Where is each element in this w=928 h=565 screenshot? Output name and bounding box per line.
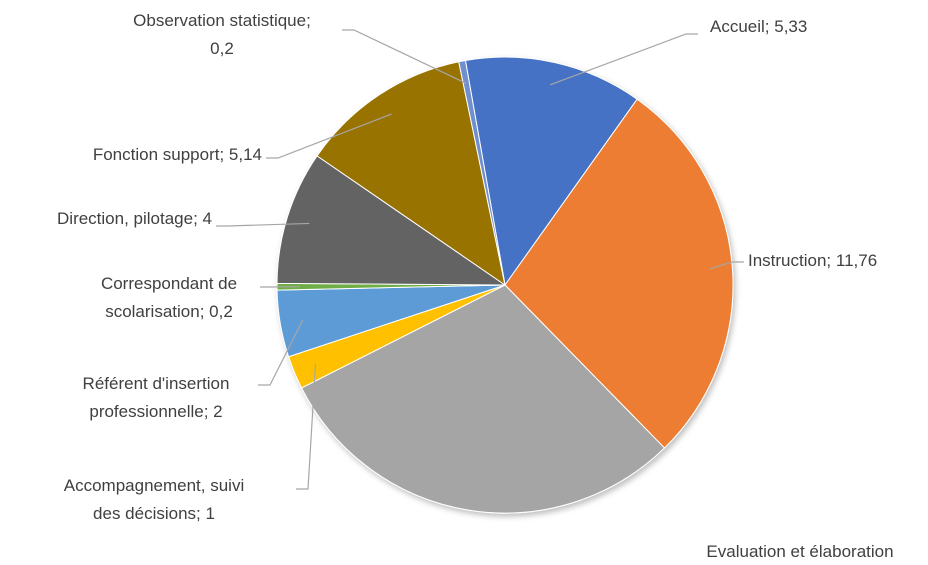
leader-line <box>258 319 304 386</box>
pie-slice <box>464 56 638 287</box>
data-label: Instruction; 11,76 <box>748 251 877 270</box>
pie <box>276 56 734 514</box>
pie-slice <box>316 61 506 287</box>
data-label: Accompagnement, suivi des décisions; 1 <box>64 476 244 523</box>
pie-slice <box>276 155 507 286</box>
data-label: Evaluation et élaborationdes plans; 12,6… <box>706 542 893 565</box>
data-label: Observation statistique; 0,2 <box>133 11 311 58</box>
data-label: Direction, pilotage; 4 <box>57 209 212 228</box>
leader-line <box>709 261 744 270</box>
pie-slice <box>504 98 734 449</box>
data-label: Correspondant de scolarisation; 0,2 <box>101 274 237 321</box>
data-label: Accueil; 5,33 <box>710 17 807 36</box>
leader-line <box>296 363 317 490</box>
leader-line <box>342 29 467 85</box>
data-label: Fonction support; 5,14 <box>93 145 262 164</box>
data-label: Référent d'insertion professionnelle; 2 <box>83 374 230 421</box>
pie-slice <box>458 59 506 286</box>
leader-line <box>266 113 392 159</box>
pie-slice <box>300 284 666 514</box>
leader-line <box>549 33 698 86</box>
leader-line <box>216 222 310 227</box>
